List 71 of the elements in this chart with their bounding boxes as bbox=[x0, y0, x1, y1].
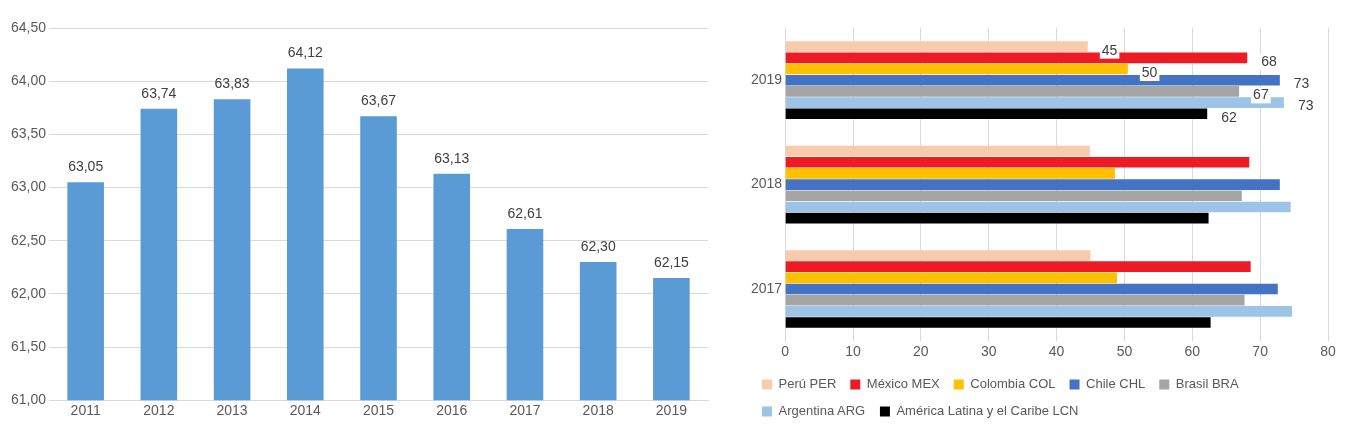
data-label: 50 bbox=[1141, 63, 1158, 80]
data-label: 73 bbox=[1297, 97, 1314, 114]
legend-label: México MEX bbox=[866, 376, 941, 392]
y-tick-label: 61,50 bbox=[10, 337, 47, 354]
bar bbox=[785, 63, 1128, 75]
x-tick-label: 50 bbox=[1116, 343, 1133, 360]
x-tick-label: 0 bbox=[781, 343, 790, 360]
x-tick-label: 40 bbox=[1048, 343, 1065, 360]
bar bbox=[785, 261, 1251, 272]
y-tick-label: 64,50 bbox=[10, 18, 47, 35]
bar bbox=[785, 86, 1240, 97]
bar bbox=[785, 97, 1284, 108]
x-tick-label: 2014 bbox=[289, 402, 322, 419]
bar bbox=[785, 108, 1208, 120]
x-tick-label: 20 bbox=[913, 343, 929, 360]
data-label: 63,74 bbox=[141, 84, 177, 101]
y-tick-label: 2019 bbox=[750, 71, 783, 88]
x-tick-label: 2012 bbox=[143, 402, 175, 419]
bar bbox=[785, 201, 1291, 213]
x-tick-label: 10 bbox=[845, 343, 861, 360]
data-label: 63,67 bbox=[360, 92, 397, 109]
bar bbox=[785, 250, 1091, 261]
legend-label: Argentina ARG bbox=[778, 403, 866, 419]
x-tick-label: 70 bbox=[1252, 343, 1269, 360]
bar bbox=[785, 41, 1088, 52]
data-label: 63,13 bbox=[434, 149, 470, 166]
y-tick-label: 62,00 bbox=[10, 284, 47, 301]
legend-label: Brasil BRA bbox=[1175, 376, 1239, 392]
y-tick-label: 2017 bbox=[750, 279, 783, 296]
y-tick-label: 64,00 bbox=[10, 72, 47, 89]
bar bbox=[785, 306, 1293, 317]
bar bbox=[785, 179, 1280, 190]
data-label: 64,12 bbox=[287, 44, 324, 61]
legend-label: Chile CHL bbox=[1086, 376, 1146, 392]
bar bbox=[785, 317, 1211, 328]
bar bbox=[785, 190, 1242, 202]
y-tick-label: 2018 bbox=[750, 175, 783, 192]
data-label: 63,83 bbox=[214, 75, 250, 92]
y-tick-label: 61,00 bbox=[10, 391, 47, 408]
data-label: 73 bbox=[1293, 75, 1310, 92]
x-tick-label: 2019 bbox=[655, 402, 688, 419]
bar bbox=[785, 156, 1250, 168]
x-tick-label: 60 bbox=[1184, 343, 1201, 360]
x-tick-label: 2017 bbox=[509, 402, 541, 419]
data-label: 62 bbox=[1221, 108, 1237, 125]
y-tick-label: 63,50 bbox=[10, 125, 47, 142]
legend-label: América Latina y el Caribe LCN bbox=[896, 403, 1079, 419]
data-label: 62,61 bbox=[507, 204, 543, 221]
data-label: 45 bbox=[1101, 41, 1118, 58]
legend-label: Perú PER bbox=[778, 376, 837, 392]
x-tick-label: 2016 bbox=[436, 402, 468, 419]
data-label: 62,30 bbox=[580, 237, 616, 254]
y-tick-label: 62,50 bbox=[10, 231, 47, 248]
legend-label: Colombia COL bbox=[970, 376, 1056, 392]
x-tick-label: 2013 bbox=[216, 402, 248, 419]
bar bbox=[785, 294, 1245, 306]
y-tick-label: 63,00 bbox=[10, 178, 47, 195]
x-tick-label: 2015 bbox=[362, 402, 395, 419]
data-label: 63,05 bbox=[68, 158, 104, 175]
x-tick-label: 80 bbox=[1320, 343, 1336, 360]
data-label: 67 bbox=[1253, 86, 1269, 103]
x-tick-label: 2011 bbox=[70, 402, 101, 419]
bar bbox=[785, 283, 1278, 295]
bar bbox=[785, 212, 1209, 224]
bar bbox=[785, 145, 1090, 157]
x-tick-label: 30 bbox=[980, 343, 997, 360]
data-label: 62,15 bbox=[653, 253, 690, 270]
x-tick-label: 2018 bbox=[582, 402, 614, 419]
data-label: 68 bbox=[1261, 52, 1278, 69]
bar bbox=[785, 168, 1115, 179]
bar bbox=[785, 272, 1117, 284]
